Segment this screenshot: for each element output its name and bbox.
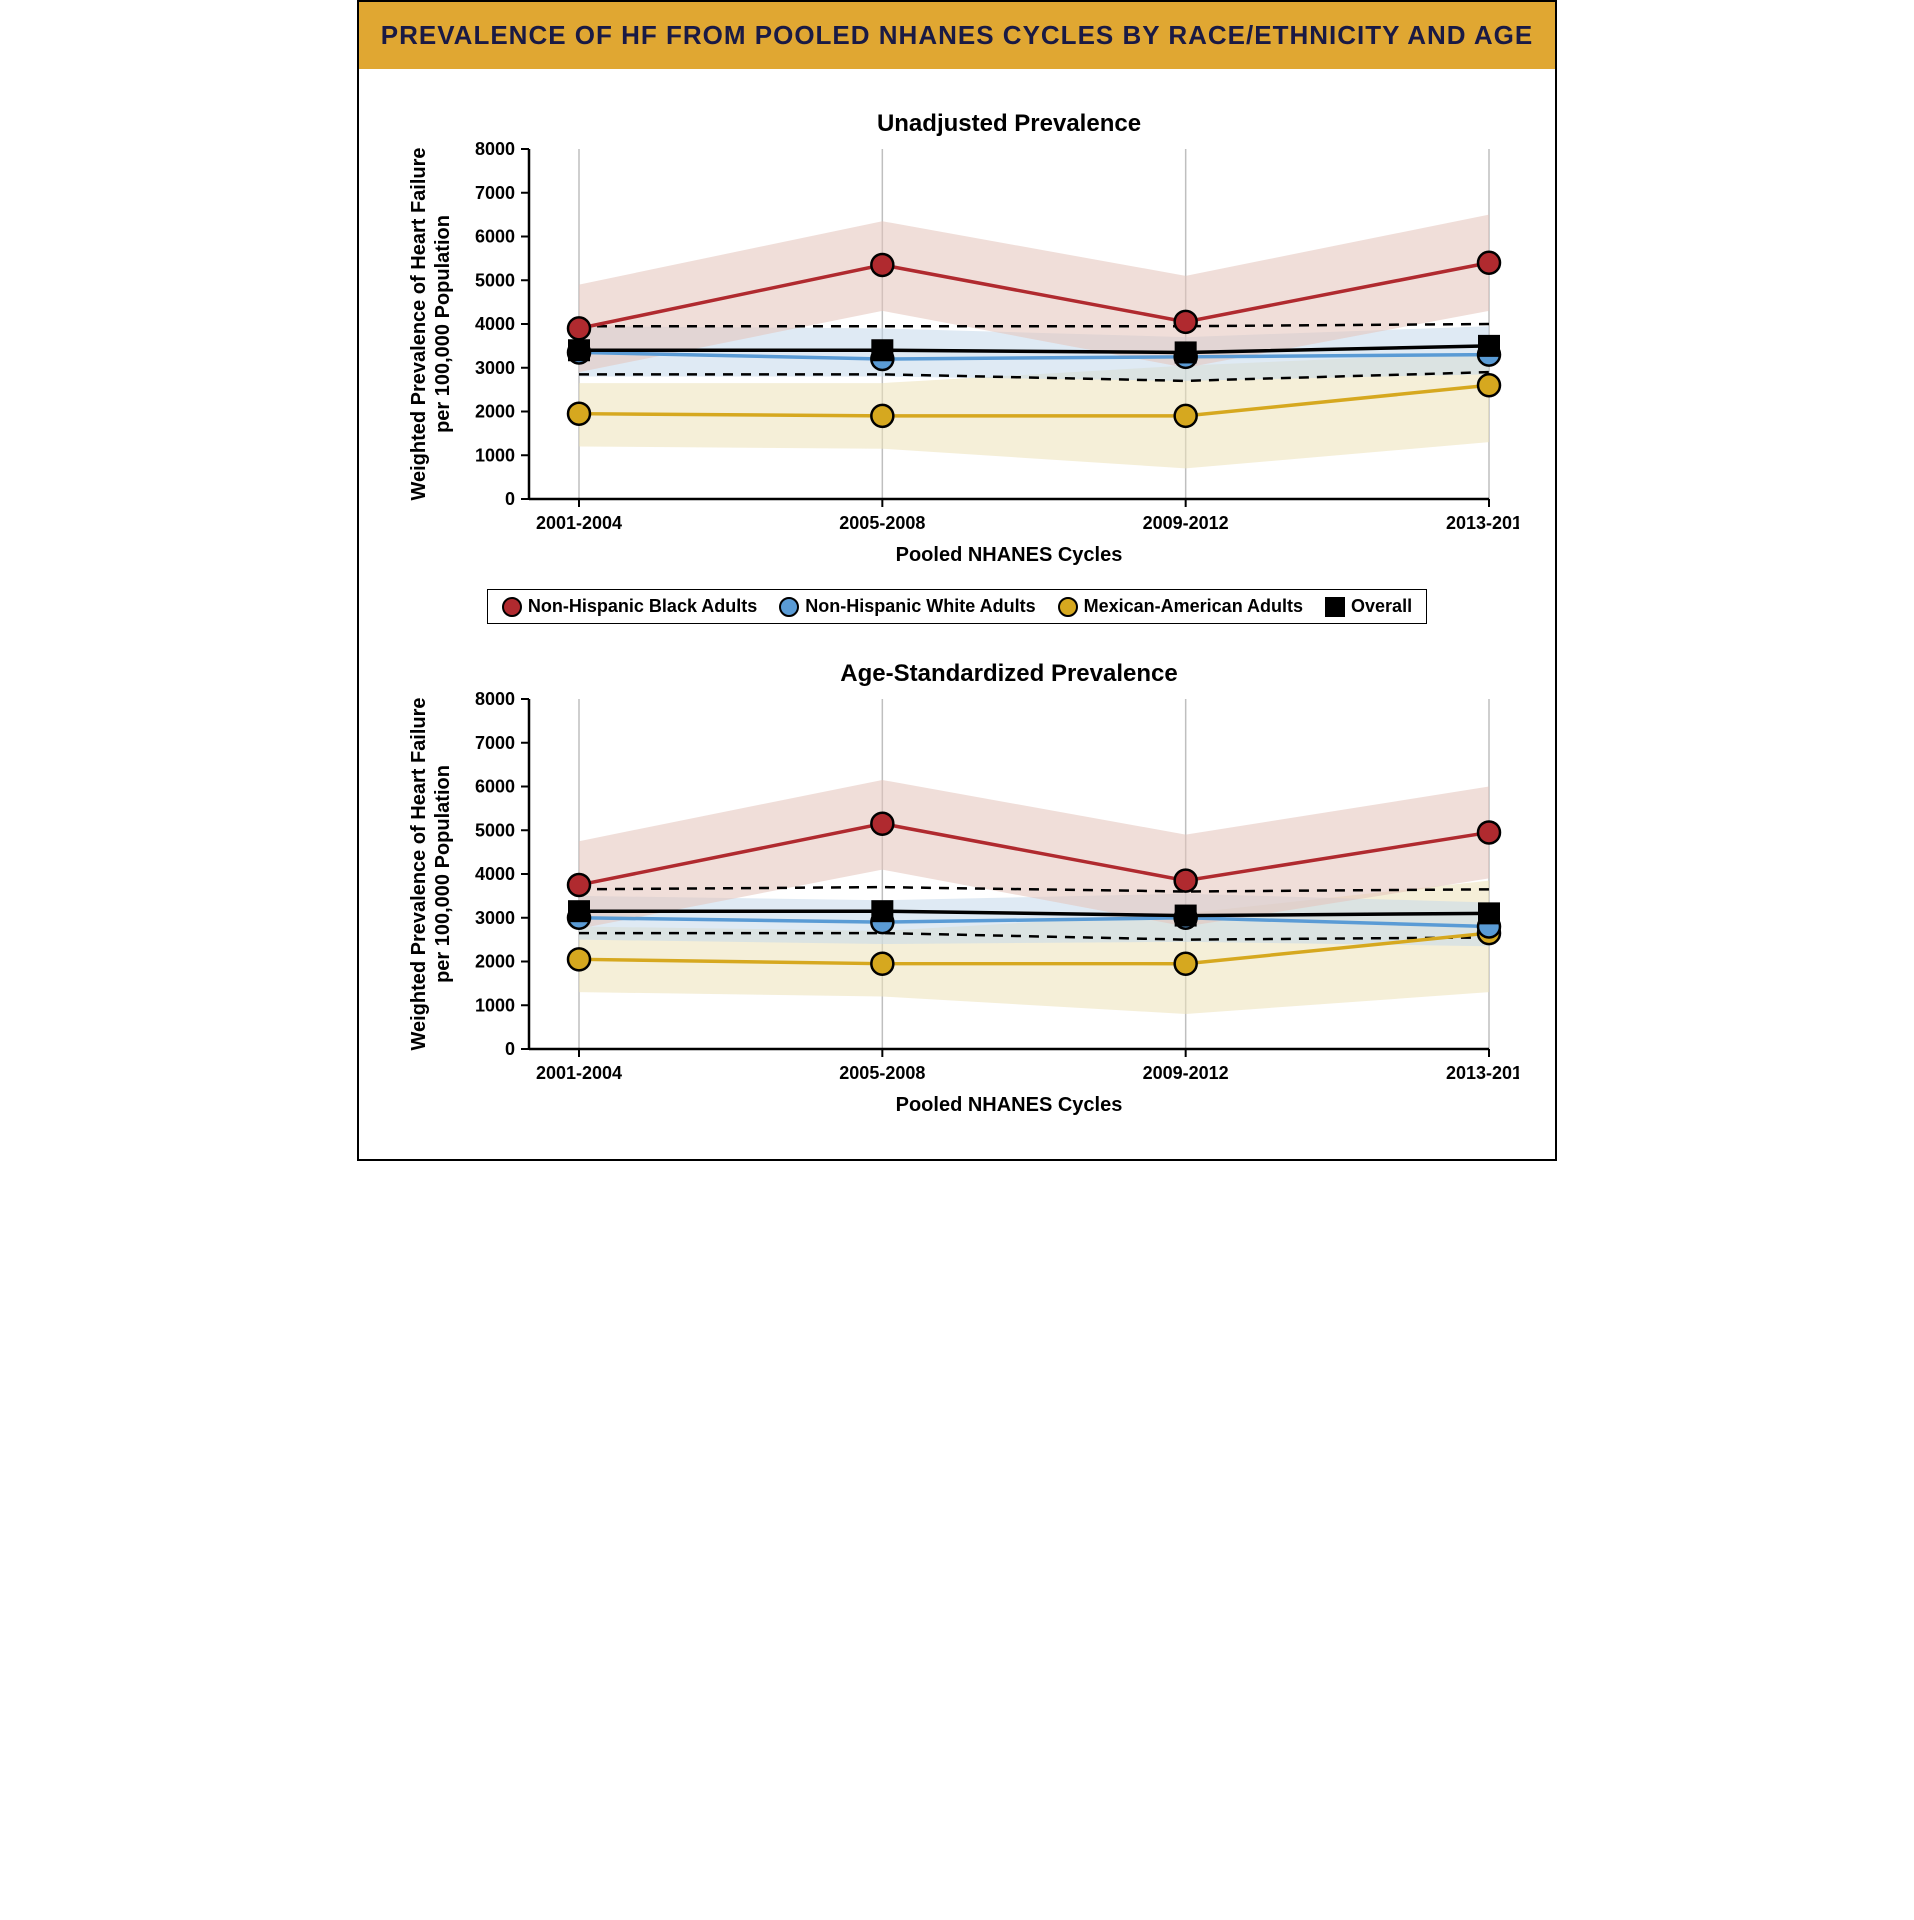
- svg-text:7000: 7000: [475, 183, 515, 203]
- legend-item: Non-Hispanic Black Adults: [502, 596, 757, 617]
- legend-label: Mexican-American Adults: [1084, 596, 1303, 617]
- svg-text:6000: 6000: [475, 227, 515, 247]
- legend-label: Non-Hispanic Black Adults: [528, 596, 757, 617]
- svg-text:2000: 2000: [475, 952, 515, 972]
- chart-unadjusted: 0 1000 2000 3000 4000 5000 6000 7000 8000 2001-20…: [399, 99, 1515, 579]
- legend-item: Non-Hispanic White Adults: [779, 596, 1035, 617]
- svg-text:per 100,000 Population: per 100,000 Population: [432, 765, 454, 983]
- figure-container: PREVALENCE OF HF FROM POOLED NHANES CYCL…: [357, 0, 1557, 1161]
- legend-marker-circle: [779, 597, 799, 617]
- svg-text:4000: 4000: [475, 864, 515, 884]
- svg-text:Pooled NHANES Cycles: Pooled NHANES Cycles: [896, 544, 1123, 566]
- chart-svg-unadjusted: 0 1000 2000 3000 4000 5000 6000 7000 8000 2001-20…: [399, 99, 1519, 579]
- svg-text:2001-2004: 2001-2004: [536, 1063, 622, 1083]
- chart-area: 0 1000 2000 3000 4000 5000 6000 7000 8000 2001-20…: [359, 69, 1555, 1159]
- legend-label: Overall: [1351, 596, 1412, 617]
- svg-text:5000: 5000: [475, 270, 515, 290]
- svg-text:Unadjusted Prevalence: Unadjusted Prevalence: [877, 110, 1141, 137]
- chart-age-standardized: 0 1000 2000 3000 4000 5000 6000 7000 8000 2001-20…: [399, 649, 1515, 1129]
- svg-text:2005-2008: 2005-2008: [839, 1063, 925, 1083]
- svg-text:8000: 8000: [475, 139, 515, 159]
- chart-svg-age-standardized: 0 1000 2000 3000 4000 5000 6000 7000 8000 2001-20…: [399, 649, 1519, 1129]
- svg-text:3000: 3000: [475, 908, 515, 928]
- svg-text:3000: 3000: [475, 358, 515, 378]
- svg-text:Age-Standardized Prevalence: Age-Standardized Prevalence: [840, 660, 1177, 687]
- svg-text:Weighted Prevalence of Heart F: Weighted Prevalence of Heart Failure: [408, 147, 430, 500]
- svg-text:2005-2008: 2005-2008: [839, 513, 925, 533]
- legend-row: Non-Hispanic Black Adults Non-Hispanic Wh…: [399, 589, 1515, 624]
- svg-text:6000: 6000: [475, 777, 515, 797]
- title-bar: PREVALENCE OF HF FROM POOLED NHANES CYCL…: [359, 2, 1555, 69]
- svg-text:2001-2004: 2001-2004: [536, 513, 622, 533]
- svg-text:4000: 4000: [475, 314, 515, 334]
- legend-marker-circle: [502, 597, 522, 617]
- svg-text:1000: 1000: [475, 995, 515, 1015]
- svg-text:2013-2016: 2013-2016: [1446, 513, 1519, 533]
- svg-text:7000: 7000: [475, 733, 515, 753]
- svg-text:5000: 5000: [475, 820, 515, 840]
- svg-text:2000: 2000: [475, 402, 515, 422]
- svg-text:1000: 1000: [475, 445, 515, 465]
- svg-text:2009-2012: 2009-2012: [1143, 1063, 1229, 1083]
- legend-marker-circle: [1058, 597, 1078, 617]
- svg-text:0: 0: [505, 1039, 515, 1059]
- svg-text:2013-2016: 2013-2016: [1446, 1063, 1519, 1083]
- legend-marker-square: [1325, 597, 1345, 617]
- legend-label: Non-Hispanic White Adults: [805, 596, 1035, 617]
- legend-box: Non-Hispanic Black Adults Non-Hispanic Wh…: [487, 589, 1427, 624]
- svg-text:Pooled NHANES Cycles: Pooled NHANES Cycles: [896, 1094, 1123, 1116]
- svg-text:Weighted Prevalence of Heart F: Weighted Prevalence of Heart Failure: [408, 697, 430, 1050]
- legend-item: Overall: [1325, 596, 1412, 617]
- svg-text:per 100,000 Population: per 100,000 Population: [432, 215, 454, 433]
- legend-item: Mexican-American Adults: [1058, 596, 1303, 617]
- svg-text:2009-2012: 2009-2012: [1143, 513, 1229, 533]
- svg-text:0: 0: [505, 489, 515, 509]
- svg-text:8000: 8000: [475, 689, 515, 709]
- figure-title: PREVALENCE OF HF FROM POOLED NHANES CYCL…: [379, 20, 1535, 51]
